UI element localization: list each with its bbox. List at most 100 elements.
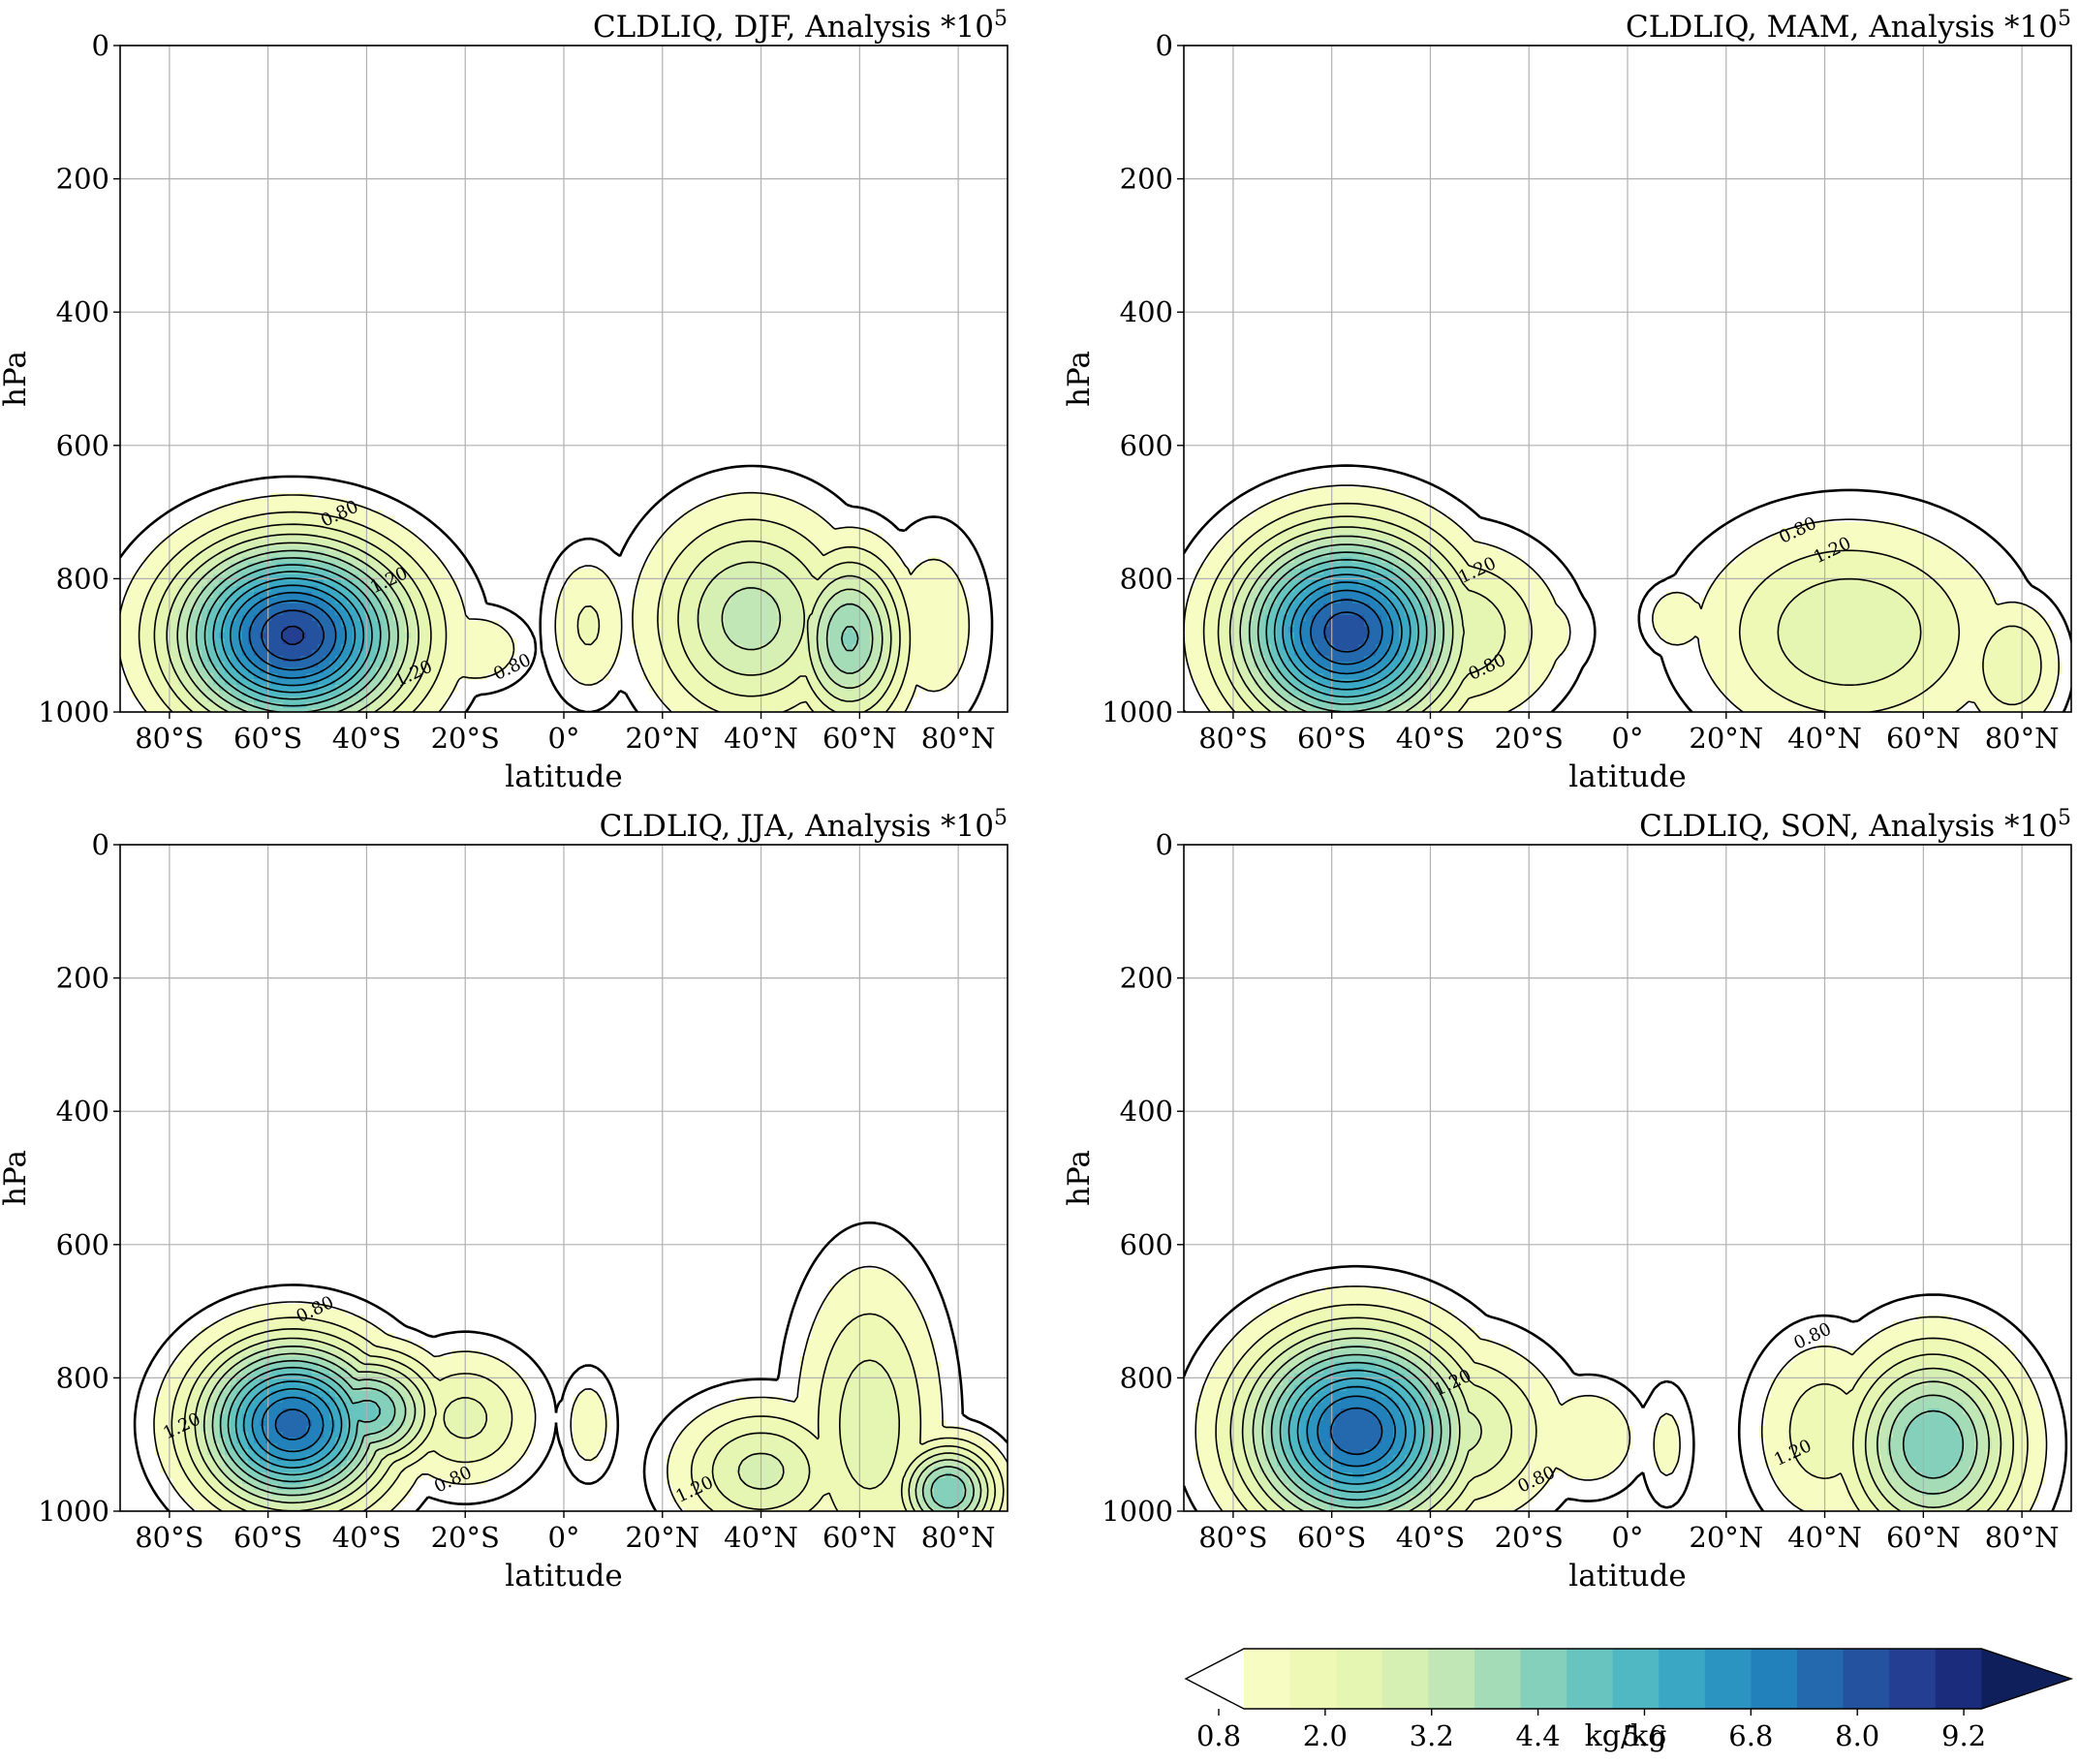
x-tick-label: 60°N — [822, 722, 897, 755]
x-tick-label: 0° — [1612, 1521, 1644, 1554]
x-tick-label: 60°S — [1297, 722, 1366, 755]
colorbar-swatches — [1186, 1649, 2071, 1709]
x-tick-label: 80°N — [1985, 722, 2060, 755]
colorbar-swatch — [1705, 1649, 1752, 1709]
colorbar-tick-label: 4.4 — [1516, 1719, 1561, 1752]
y-tick-label: 800 — [56, 562, 109, 595]
chart-title-exponent: 5 — [994, 7, 1008, 31]
x-tick-label: 20°S — [431, 1521, 500, 1554]
x-axis-label: latitude — [505, 759, 622, 794]
colorbar-swatch — [1336, 1649, 1382, 1709]
colorbar-swatch — [1936, 1649, 1982, 1709]
y-axis-label: hPa — [1062, 351, 1097, 407]
colorbar-tick-label: 0.8 — [1196, 1719, 1241, 1752]
chart-title-exponent: 5 — [2058, 806, 2071, 830]
y-tick-label: 600 — [56, 1228, 109, 1261]
colorbar-swatch — [1613, 1649, 1660, 1709]
x-tick-label: 40°S — [332, 1521, 401, 1554]
colorbar-under-arrow — [1186, 1649, 1244, 1709]
x-axis-label: latitude — [505, 1559, 622, 1594]
chart-title-exponent: 5 — [994, 806, 1008, 830]
y-tick-label: 1000 — [38, 696, 109, 728]
x-tick-label: 20°N — [1689, 722, 1763, 755]
y-tick-label: 400 — [1120, 295, 1173, 328]
colorbar-swatch — [1659, 1649, 1705, 1709]
colorbar-tick-label: 2.0 — [1303, 1719, 1348, 1752]
colorbar-tick-label: 8.0 — [1835, 1719, 1879, 1752]
y-tick-label: 0 — [1156, 828, 1173, 861]
x-tick-label: 60°S — [1297, 1521, 1366, 1554]
y-tick-label: 200 — [1120, 163, 1173, 196]
x-tick-label: 20°S — [1495, 722, 1564, 755]
x-tick-label: 40°N — [724, 1521, 798, 1554]
x-axis-label: latitude — [1568, 759, 1686, 794]
x-tick-label: 80°N — [1985, 1521, 2060, 1554]
x-tick-label: 0° — [548, 1521, 580, 1554]
y-tick-label: 800 — [56, 1361, 109, 1394]
x-tick-label: 80°S — [1198, 722, 1267, 755]
colorbar-swatch — [1844, 1649, 1890, 1709]
y-tick-label: 600 — [1120, 1228, 1173, 1261]
y-tick-label: 0 — [1156, 29, 1173, 62]
x-tick-label: 20°N — [625, 1521, 699, 1554]
x-tick-label: 20°N — [625, 722, 699, 755]
x-tick-label: 80°N — [921, 722, 996, 755]
x-tick-label: 0° — [548, 722, 580, 755]
colorbar-tick-label: 9.2 — [1941, 1719, 1986, 1752]
chart-title-main: CLDLIQ, DJF, Analysis *10 — [593, 10, 994, 45]
y-axis-label: hPa — [1062, 1150, 1097, 1206]
x-tick-label: 80°S — [135, 722, 203, 755]
colorbar-swatch — [1382, 1649, 1429, 1709]
x-tick-label: 20°S — [1495, 1521, 1564, 1554]
colorbar-swatch — [1244, 1649, 1290, 1709]
y-tick-label: 1000 — [1102, 1495, 1173, 1528]
x-tick-label: 80°N — [921, 1521, 996, 1554]
x-tick-label: 60°N — [822, 1521, 897, 1554]
colorbar-swatch — [1290, 1649, 1337, 1709]
x-tick-label: 20°N — [1689, 1521, 1763, 1554]
x-tick-label: 40°N — [1787, 1521, 1862, 1554]
contour-fill — [120, 493, 970, 715]
colorbar-swatch — [1474, 1649, 1521, 1709]
y-axis-label: hPa — [0, 351, 33, 407]
contour-fill — [1195, 1286, 2045, 1514]
y-tick-label: 200 — [1120, 962, 1173, 995]
y-tick-label: 800 — [1120, 1361, 1173, 1394]
colorbar-tick-label: 6.8 — [1728, 1719, 1773, 1752]
y-tick-label: 600 — [56, 429, 109, 462]
chart-title-main: CLDLIQ, SON, Analysis *10 — [1639, 809, 2058, 844]
colorbar-swatch — [1797, 1649, 1844, 1709]
x-tick-label: 40°N — [1787, 722, 1862, 755]
x-tick-label: 40°S — [1396, 722, 1465, 755]
y-tick-label: 400 — [1120, 1095, 1173, 1128]
colorbar-swatch — [1567, 1649, 1613, 1709]
chart-title: CLDLIQ, DJF, Analysis *105 — [593, 7, 1008, 45]
y-tick-label: 0 — [92, 828, 109, 861]
y-tick-label: 400 — [56, 1095, 109, 1128]
y-tick-label: 200 — [56, 163, 109, 196]
x-tick-label: 60°S — [233, 722, 302, 755]
colorbar-over-arrow — [1981, 1649, 2071, 1709]
x-tick-label: 80°S — [135, 1521, 203, 1554]
y-tick-label: 0 — [92, 29, 109, 62]
colorbar-swatch — [1521, 1649, 1567, 1709]
y-tick-label: 800 — [1120, 562, 1173, 595]
x-tick-label: 40°S — [1396, 1521, 1465, 1554]
x-tick-label: 60°N — [1886, 722, 1961, 755]
chart-title: CLDLIQ, MAM, Analysis *105 — [1626, 7, 2071, 45]
chart-title-main: CLDLIQ, MAM, Analysis *10 — [1626, 10, 2058, 45]
colorbar-swatch — [1751, 1649, 1797, 1709]
x-tick-label: 40°S — [332, 722, 401, 755]
y-axis-label: hPa — [0, 1150, 33, 1206]
colorbar-swatch — [1428, 1649, 1474, 1709]
x-axis-label: latitude — [1568, 1559, 1686, 1594]
chart-title: CLDLIQ, JJA, Analysis *105 — [600, 806, 1008, 844]
x-tick-label: 0° — [1612, 722, 1644, 755]
